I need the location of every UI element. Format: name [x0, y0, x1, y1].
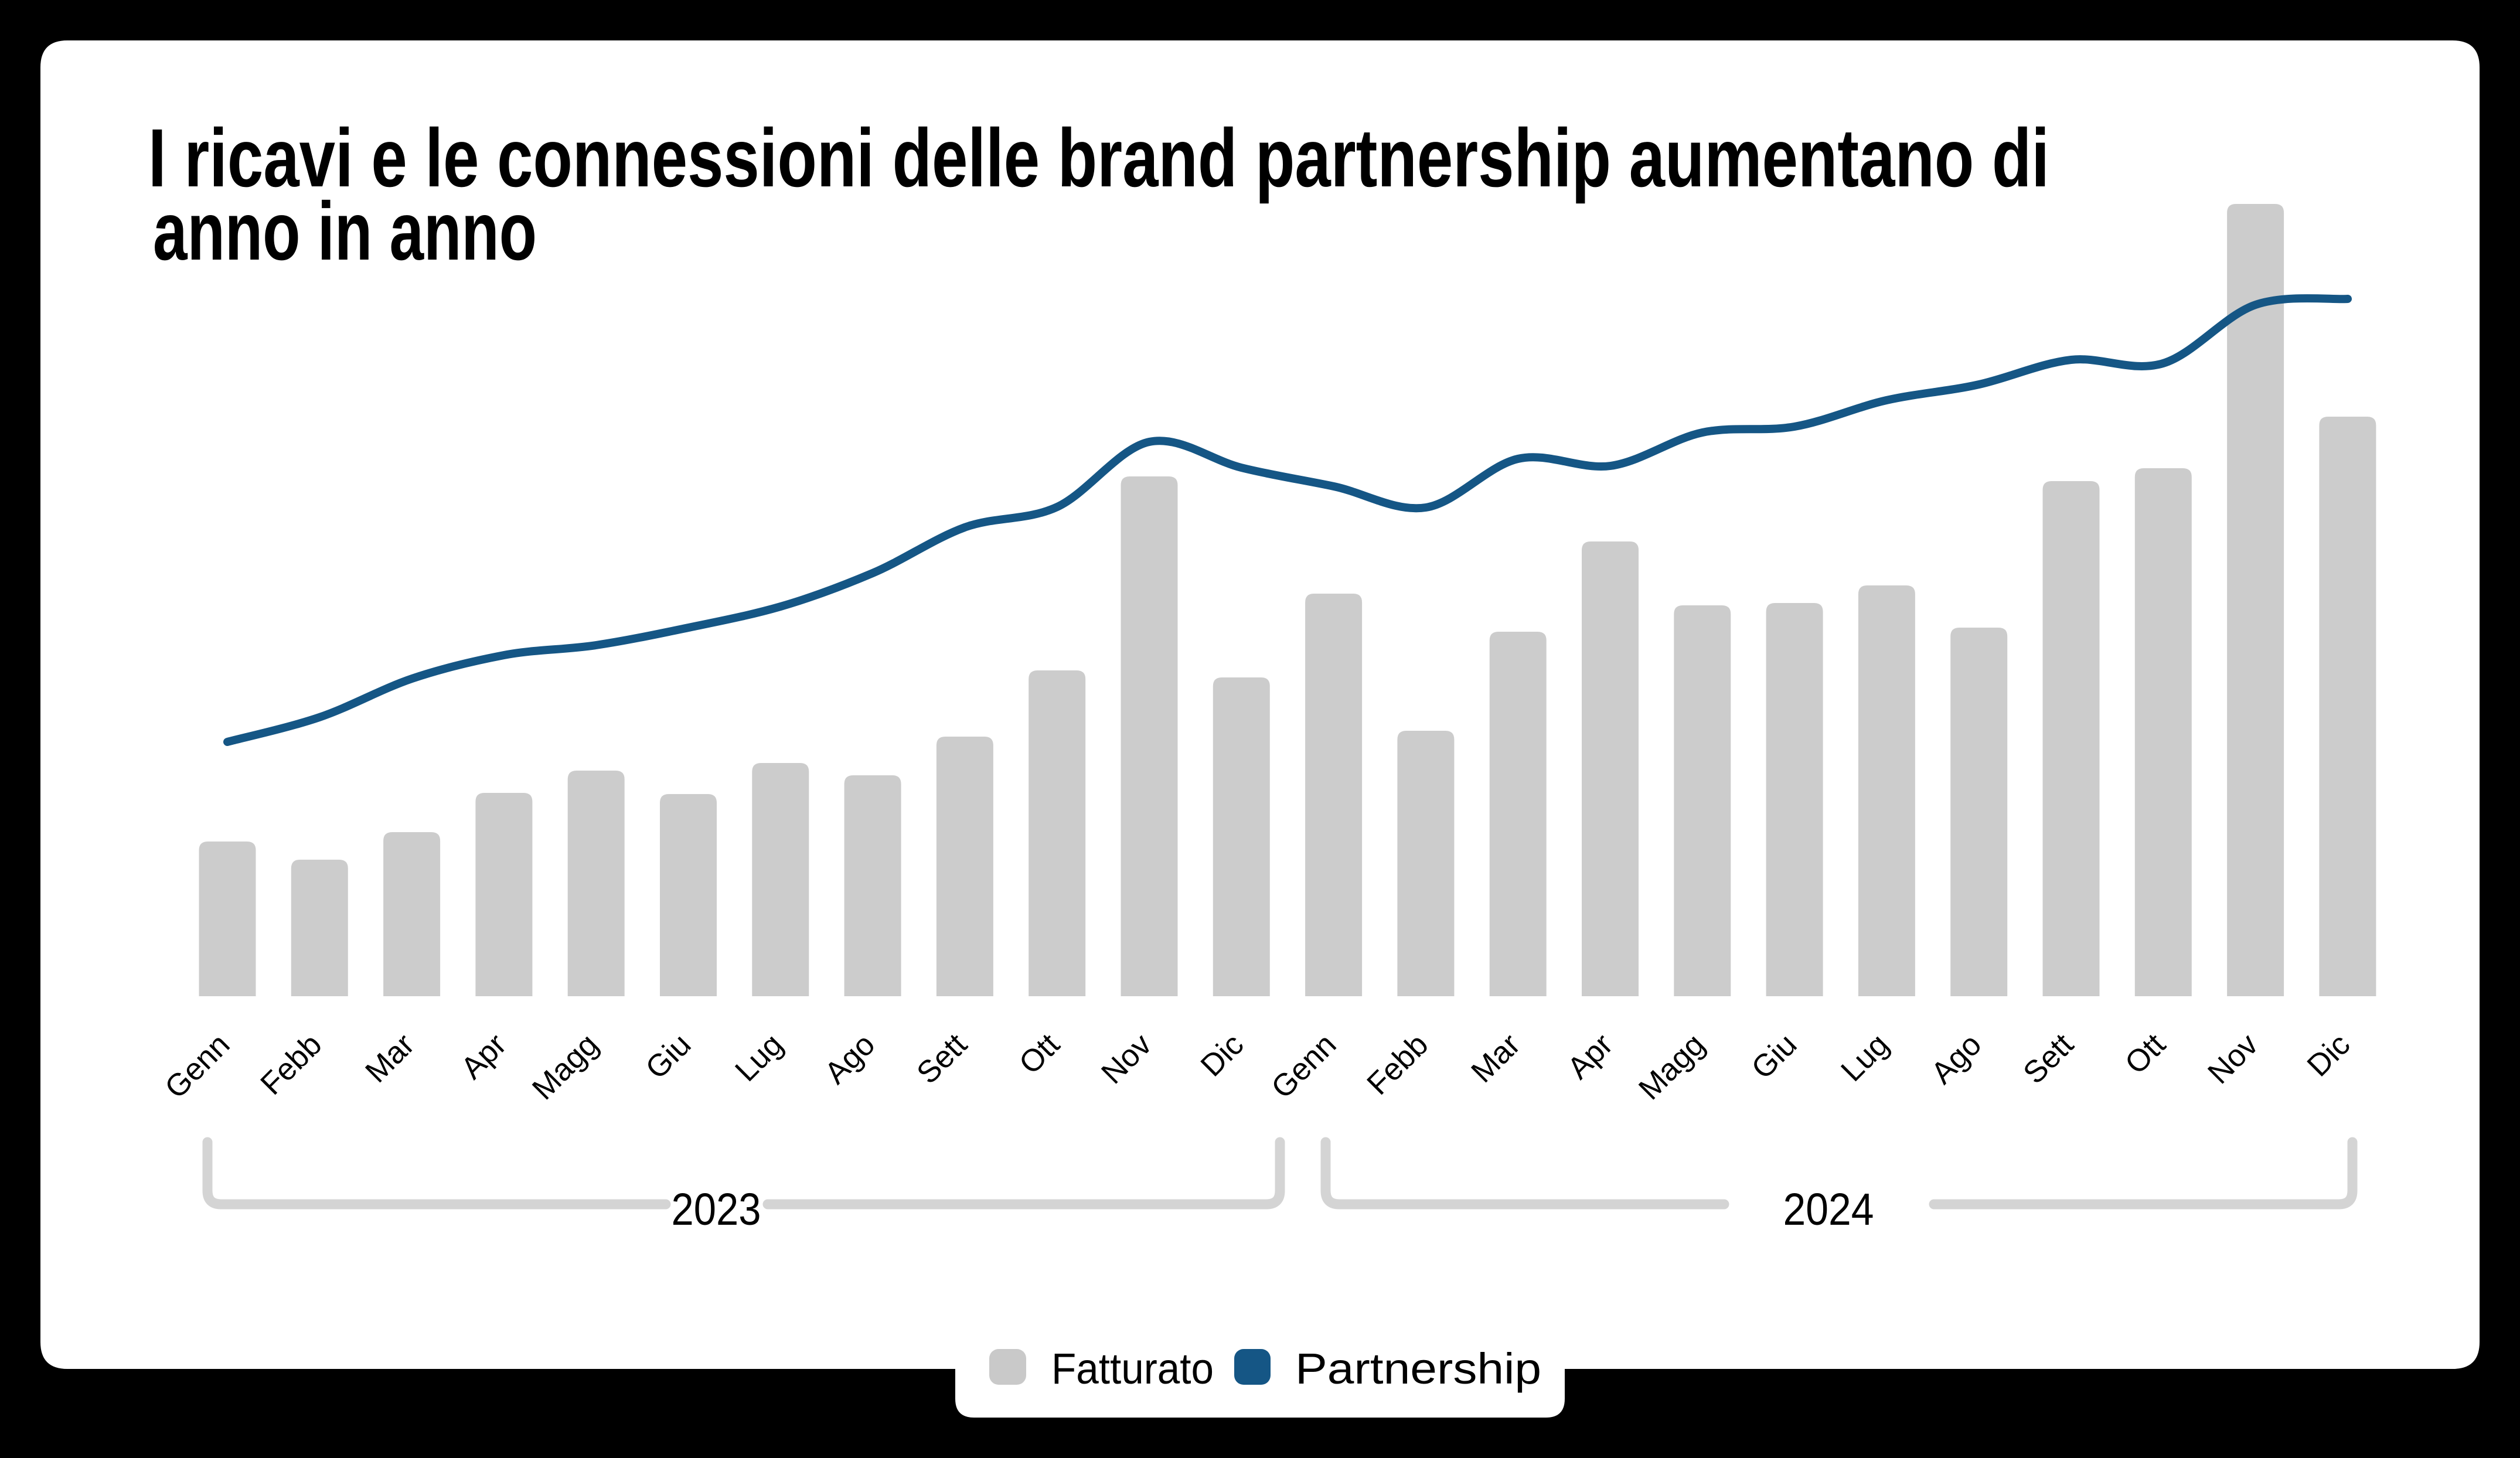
svg-text:anno in anno: anno in anno: [153, 185, 537, 277]
svg-text:2024: 2024: [1783, 1184, 1874, 1235]
svg-text:2023: 2023: [672, 1184, 761, 1235]
svg-text:Partnership: Partnership: [1295, 1344, 1541, 1393]
svg-text:Fatturato: Fatturato: [1051, 1344, 1214, 1393]
svg-text:I ricavi e le connessioni dell: I ricavi e le connessioni delle brand pa…: [148, 111, 2049, 204]
